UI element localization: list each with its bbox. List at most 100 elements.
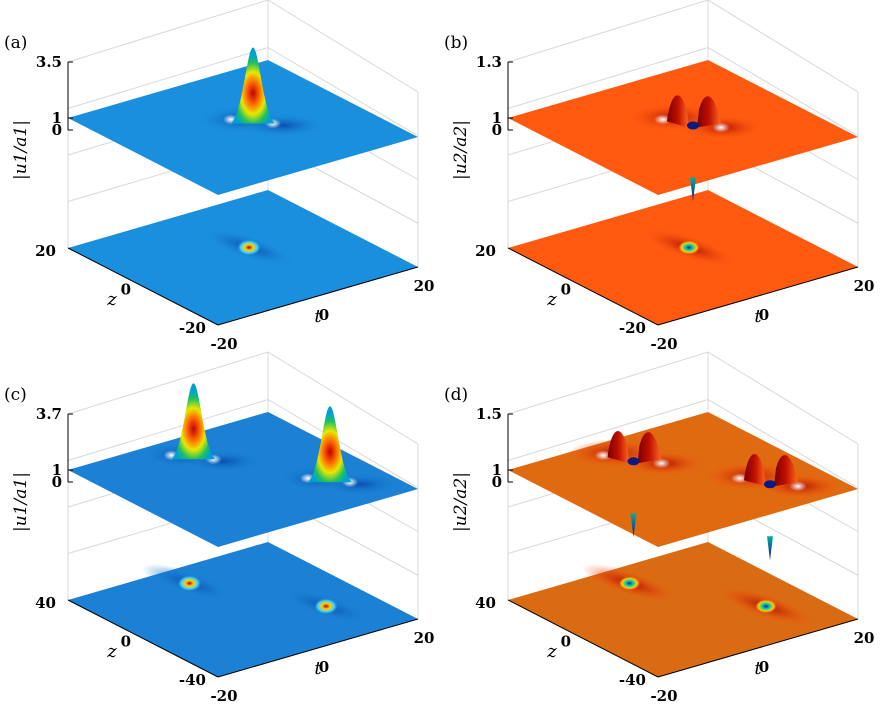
contour-peak	[314, 598, 338, 615]
t-axis-bottom	[657, 618, 859, 678]
surface-highlight	[654, 114, 672, 125]
dip-side	[637, 432, 662, 464]
dip-hole	[764, 480, 776, 489]
xaxis-label: t	[314, 658, 322, 679]
grid-line	[267, 47, 419, 137]
contour-dip	[678, 240, 700, 255]
ztick-label: 0	[52, 121, 62, 139]
contour-peak	[177, 575, 202, 592]
box-edge	[67, 351, 419, 445]
z-axis-bottom	[67, 247, 219, 326]
z-axis-bottom	[507, 599, 659, 678]
dip-side	[607, 431, 630, 464]
grid-line	[267, 399, 419, 489]
ytick-label: 0	[121, 633, 131, 651]
ztick-label: 1.5	[476, 405, 502, 423]
panel-label: (d)	[444, 385, 468, 405]
xtick-label: 0	[759, 306, 769, 324]
z-axis-bottom	[67, 599, 219, 678]
dip-spike	[690, 177, 696, 202]
panel-label: (b)	[444, 33, 468, 53]
xtick-label: 0	[319, 658, 329, 676]
zaxis-label: |u2/a2|	[451, 120, 471, 180]
ztick-label: 1	[52, 461, 62, 479]
ytick-label: 20	[475, 242, 496, 260]
dip-spike	[630, 513, 637, 538]
ztick-label: 3.7	[36, 405, 62, 423]
xtick-label: -20	[650, 335, 677, 353]
contour-plane	[68, 542, 418, 677]
ytick-label: -40	[619, 671, 646, 689]
peak-surface	[171, 383, 216, 460]
ztick-label: 1	[492, 109, 502, 127]
box-edge	[67, 0, 419, 93]
xtick-label: 20	[854, 629, 875, 647]
xtick-label: 20	[414, 277, 435, 295]
ytick-label: 40	[35, 594, 56, 612]
xtick-label: 20	[414, 629, 435, 647]
box-edge	[507, 0, 859, 93]
ztick-label: 1.3	[476, 53, 502, 71]
ytick-label: -20	[619, 319, 646, 337]
xtick-label: -20	[650, 687, 677, 705]
grid-line	[507, 399, 709, 461]
dip-side	[667, 95, 689, 128]
dip-side	[697, 96, 721, 128]
surface-highlight	[789, 481, 807, 492]
ytick-label: 20	[35, 242, 56, 260]
grid-line	[707, 47, 859, 137]
yaxis-label: z	[106, 641, 117, 662]
panel-label: (a)	[4, 33, 27, 53]
ztick-label: 0	[492, 473, 502, 491]
ytick-label: 0	[561, 281, 571, 299]
ytick-label: -40	[179, 671, 206, 689]
grid-line	[707, 399, 859, 489]
zaxis-label: |u2/a2|	[451, 472, 471, 532]
ztick-label: 1	[492, 461, 502, 479]
dip-side	[774, 455, 798, 487]
dip-side	[744, 454, 766, 487]
ytick-label: 0	[561, 633, 571, 651]
contour-dip	[618, 576, 641, 591]
surface-highlight	[712, 122, 730, 133]
grid-line	[507, 47, 709, 109]
zaxis-label: |u1/a1|	[11, 120, 31, 180]
yaxis-label: z	[546, 641, 557, 662]
dip-spike	[767, 536, 773, 561]
ytick-label: 0	[121, 281, 131, 299]
contour-peak	[237, 239, 261, 256]
dip-hole	[687, 121, 699, 130]
grid-line	[67, 399, 269, 461]
xtick-label: -20	[210, 687, 237, 705]
xtick-label: 20	[854, 277, 875, 295]
box-edge	[507, 351, 859, 445]
peak-surface	[308, 406, 352, 483]
xtick-label: 0	[759, 658, 769, 676]
ytick-label: -20	[179, 319, 206, 337]
z-axis-bottom	[507, 247, 659, 326]
t-axis-bottom	[657, 266, 859, 326]
ztick-label: 1	[52, 109, 62, 127]
contour-dip	[755, 599, 777, 614]
xtick-label: -20	[210, 335, 237, 353]
yaxis-label: z	[546, 289, 557, 310]
t-axis-bottom	[217, 618, 419, 678]
xaxis-label: t	[314, 306, 322, 327]
zaxis-label: |u1/a1|	[11, 472, 31, 532]
surface-highlight	[594, 450, 613, 461]
peak-surface	[231, 47, 275, 124]
dip-hole	[627, 457, 640, 466]
ztick-label: 3.5	[36, 53, 62, 71]
ztick-label: 0	[52, 473, 62, 491]
ytick-label: 40	[475, 594, 496, 612]
t-axis-bottom	[217, 266, 419, 326]
xaxis-label: t	[754, 658, 762, 679]
panel-label: (c)	[4, 385, 27, 405]
xaxis-label: t	[754, 306, 762, 327]
contour-plane	[508, 542, 858, 677]
yaxis-label: z	[106, 289, 117, 310]
